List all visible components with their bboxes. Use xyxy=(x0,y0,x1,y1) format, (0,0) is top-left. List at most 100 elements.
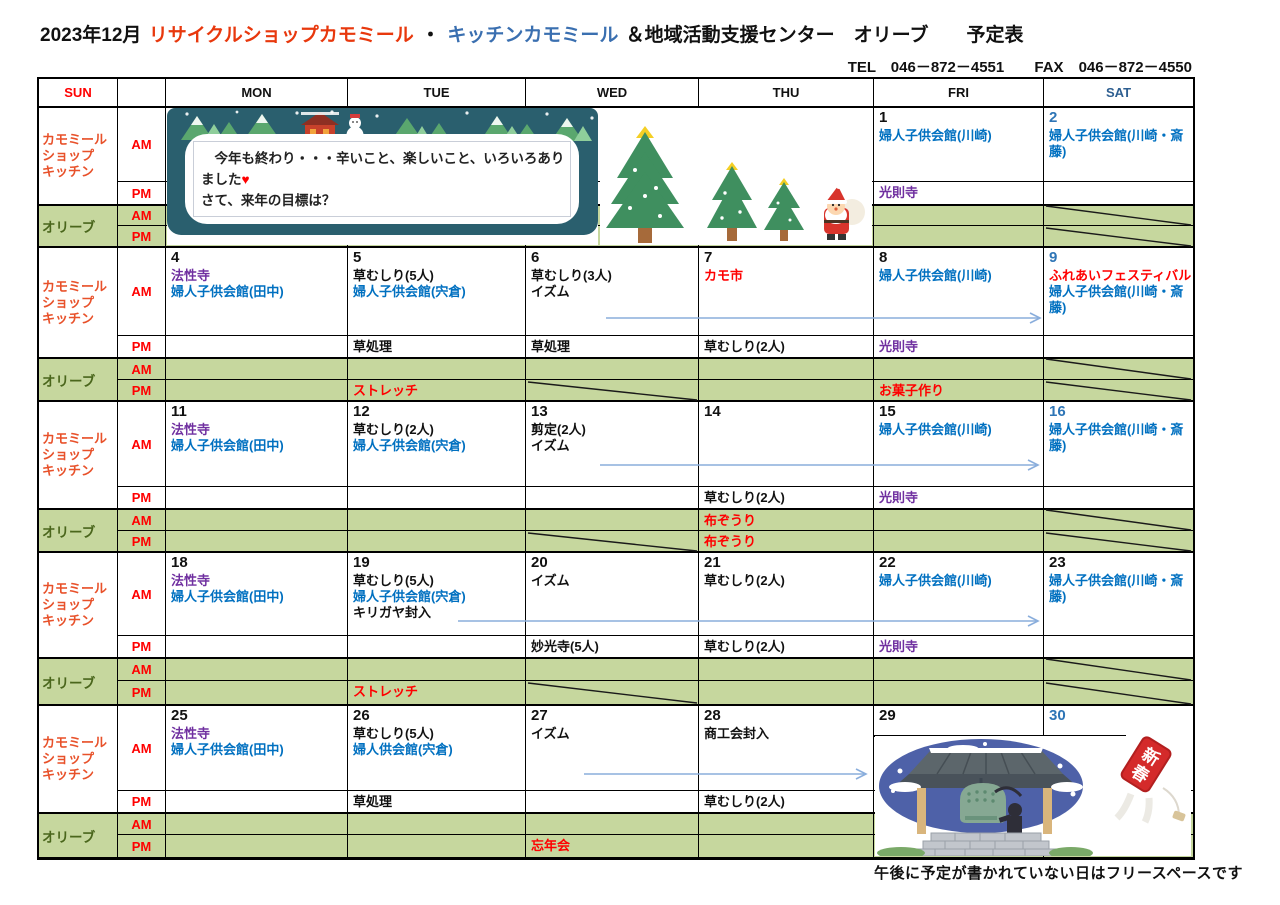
kamomille-label: カモミール ショップ キッチン xyxy=(39,706,118,813)
am-label: AM xyxy=(118,509,166,531)
new-year-kite-icon: 新 春 xyxy=(1114,736,1186,824)
kamomille-label: カモミール ショップ キッチン xyxy=(39,108,118,205)
day-cell-28: 28 商工会封入 xyxy=(699,706,874,791)
day-cell-23: 23 婦人子供会館(川崎・斎藤) xyxy=(1044,553,1193,636)
pm-cell-20: 妙光寺(5人) xyxy=(526,636,699,658)
pm-cell-28: 草むしり(2人) xyxy=(699,791,874,813)
day-cell-21: 21 草むしり(2人) xyxy=(699,553,874,636)
olive-am-cell-2 xyxy=(1044,205,1193,226)
pm-cell-9 xyxy=(1044,336,1193,358)
pm-cell-21: 草むしり(2人) xyxy=(699,636,874,658)
day-cell-7: 7 カモ市 xyxy=(699,248,874,336)
pm-cell-22: 光則寺 xyxy=(874,636,1044,658)
am-label: AM xyxy=(118,553,166,636)
heart-icon: ♥ xyxy=(241,172,250,187)
day-cell-27: 27 イズム xyxy=(526,706,699,791)
page-title: 2023年12月 リサイクルショップカモミール ・ キッチンカモミール ＆地域活… xyxy=(40,20,1026,47)
pm-label: PM xyxy=(118,791,166,813)
am-label: AM xyxy=(118,108,166,182)
pm-label: PM xyxy=(118,636,166,658)
title-dot: ・ xyxy=(421,25,441,46)
pm-label: PM xyxy=(118,531,166,552)
day-cell-9: 9 ふれあいフェスティバル 婦人子供会館(川崎・斎藤) xyxy=(1044,248,1193,336)
banner-message: 今年も終わり・・・辛いこと、楽しいこと、いろいろありました♥ さて、来年の目標は… xyxy=(201,151,565,208)
pm-cell-6: 草処理 xyxy=(526,336,699,358)
day-cell-12: 12 草むしり(2人) 婦人子供会館(宍倉) xyxy=(348,402,526,487)
day-cell-25: 25 法性寺 婦人子供会館(田中) xyxy=(166,706,348,791)
olive-label: オリーブ xyxy=(39,205,118,247)
week-4: カモミール ショップ キッチン AM PM オリーブ AM PM 18 法性寺 … xyxy=(39,552,1193,705)
am-label: AM xyxy=(118,402,166,487)
day-cell-16: 16 婦人子供会館(川崎・斎藤) xyxy=(1044,402,1193,487)
am-label: AM xyxy=(118,658,166,681)
title-rest: ＆地域活動支援センター オリーブ 予定表 xyxy=(625,25,1024,46)
pm-cell-4 xyxy=(166,336,348,358)
am-label: AM xyxy=(118,813,166,835)
kamomille-label: カモミール ショップ キッチン xyxy=(39,248,118,358)
day-cell-19: 19 草むしり(5人) 婦人子供会館(宍倉) キリガヤ封入 xyxy=(348,553,526,636)
header-sun: SUN xyxy=(39,79,118,107)
day-cell-2: 2 婦人子供会館(川崎・斎藤) xyxy=(1044,108,1193,182)
olive-pm-cell-19: ストレッチ xyxy=(348,681,526,705)
kamomille-label: カモミール ショップ キッチン xyxy=(39,553,118,658)
santa-icon xyxy=(824,183,865,240)
new-year-bell-image: 新 春 xyxy=(875,736,1191,859)
olive-label: オリーブ xyxy=(39,813,118,858)
fax-number: FAX 046－872－4550 xyxy=(1034,59,1192,76)
week-2: カモミール ショップ キッチン AM PM オリーブ AM PM 4 法性寺 婦… xyxy=(39,247,1193,401)
pm-label: PM xyxy=(118,182,166,205)
day-cell-15: 15 婦人子供会館(川崎) xyxy=(874,402,1044,487)
day-cell-8: 8 婦人子供会館(川崎) xyxy=(874,248,1044,336)
pm-cell-14: 草むしり(2人) xyxy=(699,487,874,509)
pm-label: PM xyxy=(118,226,166,247)
christmas-banner: 今年も終わり・・・辛いこと、楽しいこと、いろいろありました♥ さて、来年の目標は… xyxy=(167,108,598,245)
am-label: AM xyxy=(118,248,166,336)
title-month: 2023年12月 xyxy=(40,25,142,46)
olive-label: オリーブ xyxy=(39,509,118,552)
kamomille-label: カモミール ショップ キッチン xyxy=(39,402,118,509)
title-shop-blue: キッチンカモミール xyxy=(447,25,619,46)
day-cell-22: 22 婦人子供会館(川崎) xyxy=(874,553,1044,636)
pm-label: PM xyxy=(118,487,166,509)
olive-label: オリーブ xyxy=(39,358,118,401)
day-cell-5: 5 草むしり(5人) 婦人子供会館(宍倉) xyxy=(348,248,526,336)
christmas-trees-santa-area xyxy=(600,108,872,245)
am-label: AM xyxy=(118,358,166,380)
day-cell-18: 18 法性寺 婦人子供会館(田中) xyxy=(166,553,348,636)
pm-label: PM xyxy=(118,681,166,705)
pm-cell-8: 光則寺 xyxy=(874,336,1044,358)
pm-cell-5: 草処理 xyxy=(348,336,526,358)
header-mon: MON xyxy=(166,79,348,107)
am-label: AM xyxy=(118,706,166,791)
olive-label: オリーブ xyxy=(39,658,118,705)
christmas-tree-icon xyxy=(606,126,865,243)
header-thu: THU xyxy=(699,79,874,107)
day-cell-4: 4 法性寺 婦人子供会館(田中) xyxy=(166,248,348,336)
am-label: AM xyxy=(118,205,166,226)
pm-label: PM xyxy=(118,835,166,858)
header-tue: TUE xyxy=(348,79,526,107)
day-cell-11: 11 法性寺 婦人子供会館(田中) xyxy=(166,402,348,487)
day-cell-6: 6 草むしり(3人) イズム xyxy=(526,248,699,336)
weekday-header-row: SUN MON TUE WED THU FRI SAT xyxy=(39,79,1193,107)
day-cell-13: 13 剪定(2人) イズム xyxy=(526,402,699,487)
day-cell-20: 20 イズム xyxy=(526,553,699,636)
olive-pm-cell-14: 布ぞうり xyxy=(699,531,874,552)
header-fri: FRI xyxy=(874,79,1044,107)
olive-am-cell-14: 布ぞうり xyxy=(699,509,874,531)
pm-cell-26: 草処理 xyxy=(348,791,526,813)
temple-bell-icon xyxy=(877,739,1093,859)
contact-info: TEL 046－872－4551 FAX 046－872－4550 xyxy=(822,56,1192,77)
olive-pm-cell-5: ストレッチ xyxy=(348,380,526,401)
pm-cell-7: 草むしり(2人) xyxy=(699,336,874,358)
day-cell-1: 1 婦人子供会館(川崎) xyxy=(874,108,1044,182)
pm-label: PM xyxy=(118,336,166,358)
day-cell-26: 26 草むしり(5人) 婦人供会館(宍倉) xyxy=(348,706,526,791)
header-sat: SAT xyxy=(1044,79,1193,107)
tel-number: TEL 046－872－4551 xyxy=(847,59,1005,76)
banner-message-frame xyxy=(193,141,571,217)
header-spacer xyxy=(118,79,166,107)
header-wed: WED xyxy=(526,79,699,107)
day-cell-14: 14 xyxy=(699,402,874,487)
pm-label: PM xyxy=(118,380,166,401)
